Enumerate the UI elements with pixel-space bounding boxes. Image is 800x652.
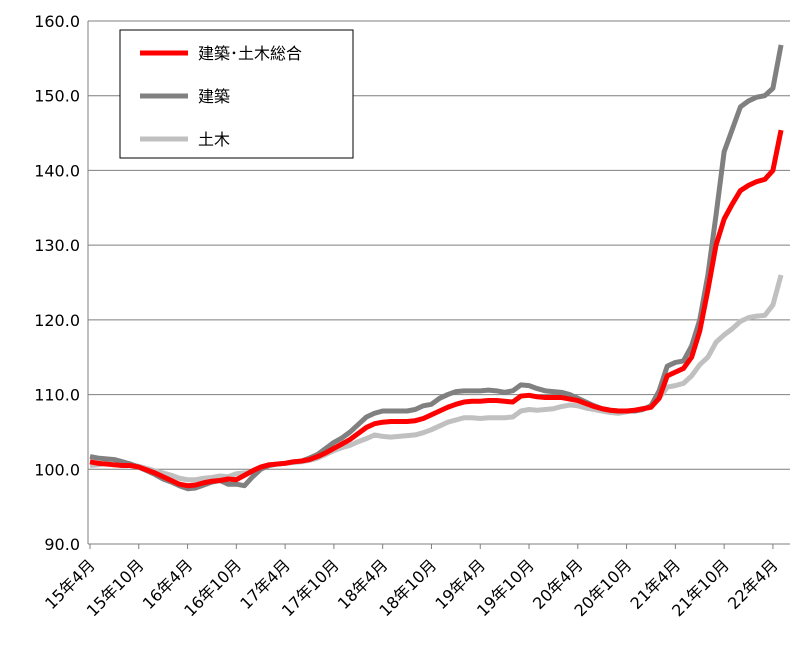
y-tick-label: 100.0	[34, 460, 80, 479]
y-tick-label: 130.0	[34, 236, 80, 255]
legend-label: 土木	[198, 130, 230, 149]
y-tick-label: 140.0	[34, 161, 80, 180]
series-line	[89, 274, 784, 483]
legend-label: 建築･土木総合	[198, 44, 302, 63]
series-line	[89, 129, 784, 489]
y-tick-label: 110.0	[34, 386, 80, 405]
y-tick-label: 120.0	[34, 311, 80, 330]
y-tick-label: 160.0	[34, 12, 80, 31]
legend-label: 建築	[198, 87, 230, 106]
x-tick-label: 22年4月	[724, 555, 782, 613]
y-tick-label: 90.0	[44, 535, 80, 554]
y-tick-label: 150.0	[34, 87, 80, 106]
